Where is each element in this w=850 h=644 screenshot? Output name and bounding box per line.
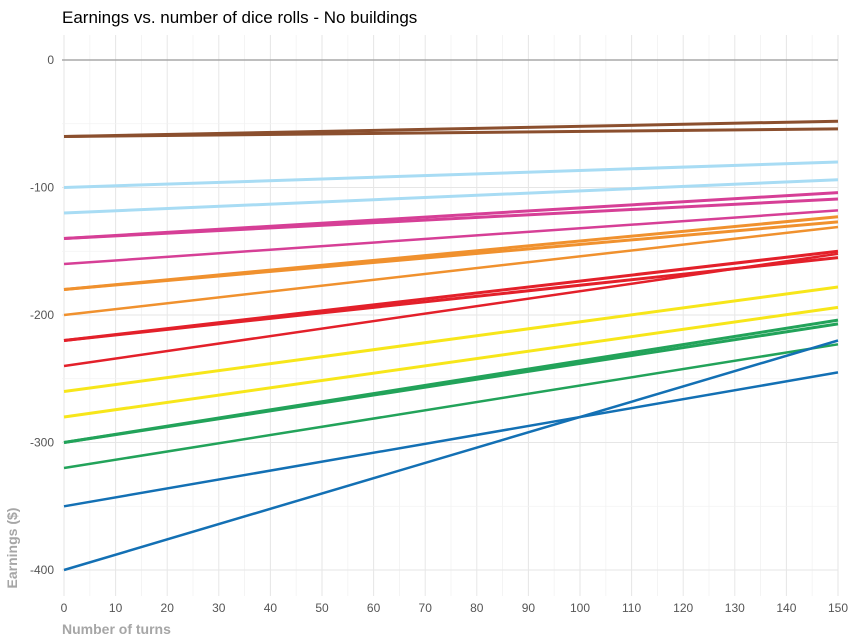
series-line-4 [63,178,839,215]
series-line-20 [63,339,839,572]
y-tick-label: -400 [30,563,54,577]
x-axis-title: Number of turns [62,621,171,637]
x-tick-label: 120 [673,601,693,615]
series-line-7 [63,209,839,266]
x-tick-label: 10 [109,601,123,615]
series-line-14 [63,285,839,393]
x-tick-label: 130 [725,601,745,615]
x-tick-label: 150 [828,601,848,615]
x-tick-label: 110 [622,601,641,615]
x-tick-label: 100 [570,601,590,615]
x-tick-label: 50 [315,601,329,615]
x-tick-label: 40 [264,601,278,615]
y-tick-label: -300 [30,436,54,450]
series-line-10 [63,225,839,317]
y-tick-label: -200 [30,308,54,322]
series-line-13 [63,252,839,368]
series-line-3 [63,160,839,189]
x-tick-label: 60 [367,601,381,615]
chart-title: Earnings vs. number of dice rolls - No b… [62,8,418,27]
tick-labels: 0 10 20 30 40 50 60 70 80 90 100 110 120 130 140 150 0 -1… [30,53,848,615]
x-tick-label: 90 [522,601,536,615]
x-tick-label: 30 [212,601,226,615]
y-axis-title: Earnings ($) [4,508,20,589]
series-line-15 [63,305,839,419]
series-layer [63,119,839,572]
y-tick-label: -100 [30,181,54,195]
grid [62,35,839,596]
series-line-6 [63,197,839,240]
series-line-2 [63,127,839,138]
x-tick-label: 0 [61,601,68,615]
x-tick-label: 20 [161,601,175,615]
series-line-17 [63,322,839,444]
series-line-19 [63,371,839,508]
x-tick-label: 70 [419,601,433,615]
series-line-9 [63,220,839,291]
x-tick-label: 80 [470,601,484,615]
y-tick-label: 0 [47,53,54,67]
x-tick-label: 140 [776,601,796,615]
series-line-18 [63,343,839,470]
